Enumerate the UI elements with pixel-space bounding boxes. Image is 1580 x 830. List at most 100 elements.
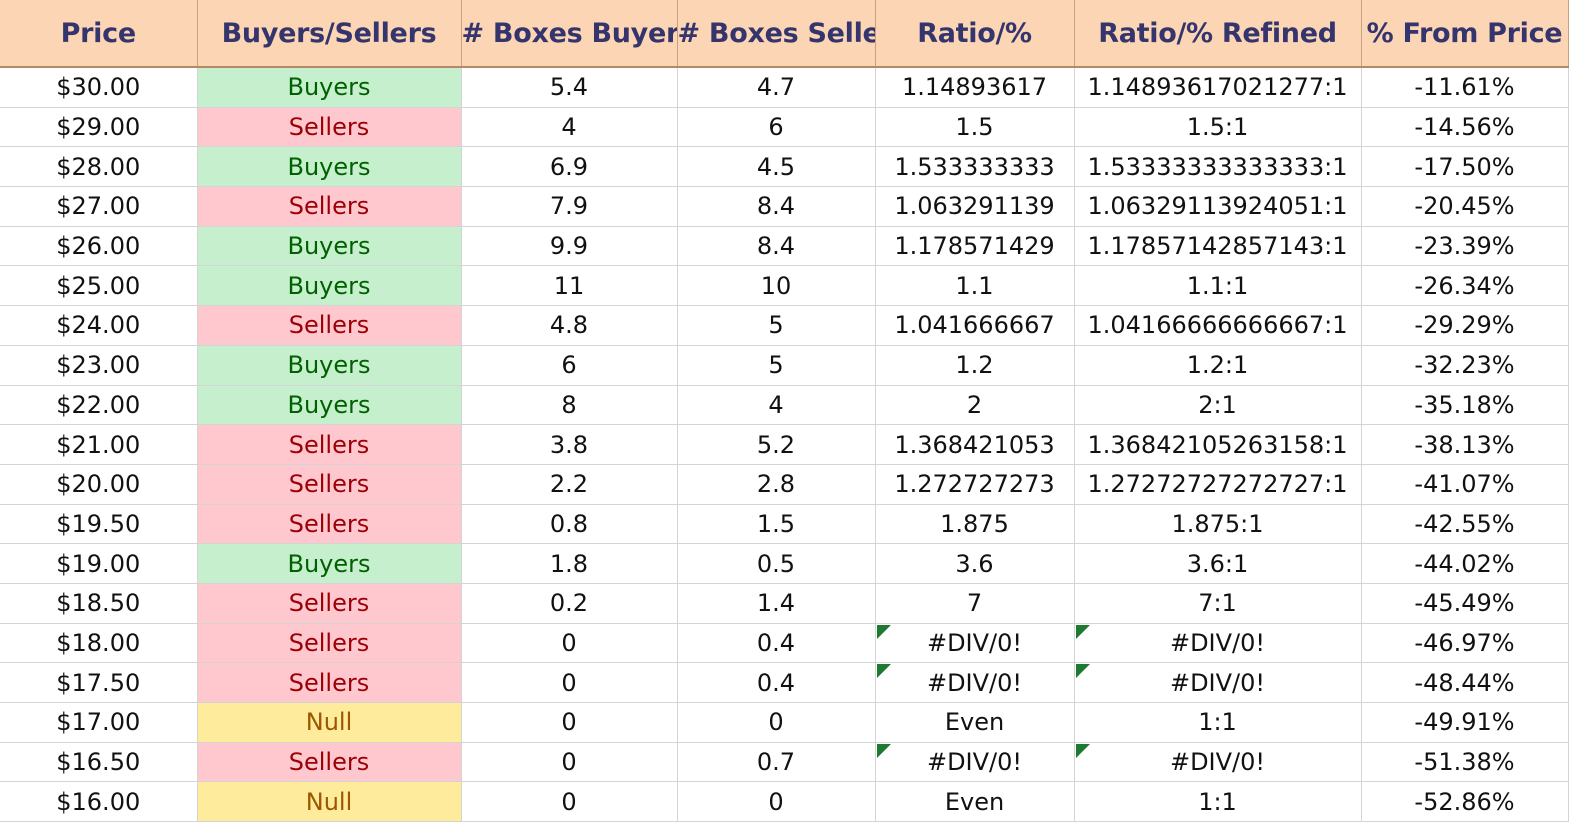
boxes-sellers-cell[interactable]: 4 — [677, 385, 876, 426]
price-cell[interactable]: $19.00 — [0, 543, 198, 584]
ratio-refined-cell[interactable]: 1.1:1 — [1074, 265, 1362, 307]
ratio-refined-cell[interactable]: 7:1 — [1074, 583, 1362, 624]
boxes-buyers-cell[interactable]: 11 — [461, 265, 678, 307]
side-cell[interactable]: Sellers — [197, 742, 462, 783]
ratio-refined-cell[interactable]: 1.04166666666667:1 — [1074, 305, 1362, 346]
from-price-cell[interactable]: -51.38% — [1361, 742, 1569, 783]
from-price-cell[interactable]: -41.07% — [1361, 464, 1569, 505]
boxes-buyers-cell[interactable]: 0 — [461, 702, 678, 743]
ratio-cell[interactable]: 1.14893617 — [875, 67, 1075, 108]
side-cell[interactable]: Null — [197, 702, 462, 743]
side-cell[interactable]: Buyers — [197, 345, 462, 386]
price-cell[interactable]: $18.00 — [0, 623, 198, 664]
price-cell[interactable]: $21.00 — [0, 424, 198, 465]
ratio-cell[interactable]: 1.041666667 — [875, 305, 1075, 346]
from-price-cell[interactable]: -44.02% — [1361, 543, 1569, 584]
ratio-cell[interactable]: 7 — [875, 583, 1075, 624]
side-cell[interactable]: Buyers — [197, 265, 462, 307]
boxes-sellers-cell[interactable]: 8.4 — [677, 226, 876, 267]
price-cell[interactable]: $30.00 — [0, 67, 198, 108]
header-from-price[interactable]: % From Price — [1361, 0, 1569, 68]
ratio-refined-cell[interactable]: 1.53333333333333:1 — [1074, 146, 1362, 188]
ratio-refined-cell[interactable]: 1.27272727272727:1 — [1074, 464, 1362, 505]
side-cell[interactable]: Sellers — [197, 186, 462, 227]
boxes-buyers-cell[interactable]: 5.4 — [461, 67, 678, 108]
ratio-cell[interactable]: 1.533333333 — [875, 146, 1075, 188]
ratio-refined-cell[interactable]: 1.06329113924051:1 — [1074, 186, 1362, 227]
boxes-sellers-cell[interactable]: 0.4 — [677, 662, 876, 703]
from-price-cell[interactable]: -29.29% — [1361, 305, 1569, 346]
ratio-cell[interactable]: 1.272727273 — [875, 464, 1075, 505]
boxes-sellers-cell[interactable]: 5 — [677, 305, 876, 346]
boxes-buyers-cell[interactable]: 6.9 — [461, 146, 678, 188]
from-price-cell[interactable]: -46.97% — [1361, 623, 1569, 664]
ratio-cell[interactable]: 1.1 — [875, 265, 1075, 307]
boxes-buyers-cell[interactable]: 2.2 — [461, 464, 678, 505]
header-price[interactable]: Price — [0, 0, 198, 68]
price-cell[interactable]: $24.00 — [0, 305, 198, 346]
side-cell[interactable]: Sellers — [197, 424, 462, 465]
from-price-cell[interactable]: -17.50% — [1361, 146, 1569, 188]
ratio-refined-cell[interactable]: 1.2:1 — [1074, 345, 1362, 386]
price-cell[interactable]: $19.50 — [0, 504, 198, 545]
boxes-buyers-cell[interactable]: 8 — [461, 385, 678, 426]
boxes-sellers-cell[interactable]: 0.4 — [677, 623, 876, 664]
side-cell[interactable]: Null — [197, 781, 462, 823]
from-price-cell[interactable]: -23.39% — [1361, 226, 1569, 267]
header-boxes-buyers[interactable]: # Boxes Buyers — [461, 0, 678, 68]
price-cell[interactable]: $26.00 — [0, 226, 198, 267]
boxes-buyers-cell[interactable]: 0.8 — [461, 504, 678, 545]
boxes-sellers-cell[interactable]: 0 — [677, 781, 876, 823]
boxes-sellers-cell[interactable]: 4.5 — [677, 146, 876, 188]
boxes-sellers-cell[interactable]: 0.5 — [677, 543, 876, 584]
ratio-refined-cell[interactable]: 2:1 — [1074, 385, 1362, 426]
header-ratio[interactable]: Ratio/% — [875, 0, 1075, 68]
boxes-buyers-cell[interactable]: 0 — [461, 662, 678, 703]
ratio-cell[interactable]: Even — [875, 702, 1075, 743]
ratio-refined-cell[interactable]: 1:1 — [1074, 781, 1362, 823]
ratio-cell[interactable]: 1.368421053 — [875, 424, 1075, 465]
ratio-refined-cell[interactable]: #DIV/0! — [1074, 662, 1362, 703]
header-ratio-refined[interactable]: Ratio/% Refined — [1074, 0, 1362, 68]
ratio-refined-cell[interactable]: 1:1 — [1074, 702, 1362, 743]
ratio-refined-cell[interactable]: #DIV/0! — [1074, 742, 1362, 783]
side-cell[interactable]: Buyers — [197, 226, 462, 267]
ratio-refined-cell[interactable]: 1.17857142857143:1 — [1074, 226, 1362, 267]
side-cell[interactable]: Buyers — [197, 146, 462, 188]
from-price-cell[interactable]: -52.86% — [1361, 781, 1569, 823]
ratio-cell[interactable]: 1.875 — [875, 504, 1075, 545]
ratio-refined-cell[interactable]: 1.875:1 — [1074, 504, 1362, 545]
price-cell[interactable]: $18.50 — [0, 583, 198, 624]
ratio-cell[interactable]: 2 — [875, 385, 1075, 426]
ratio-cell[interactable]: #DIV/0! — [875, 623, 1075, 664]
ratio-refined-cell[interactable]: #DIV/0! — [1074, 623, 1362, 664]
boxes-sellers-cell[interactable]: 6 — [677, 107, 876, 148]
boxes-sellers-cell[interactable]: 0 — [677, 702, 876, 743]
boxes-buyers-cell[interactable]: 0.2 — [461, 583, 678, 624]
boxes-sellers-cell[interactable]: 4.7 — [677, 67, 876, 108]
side-cell[interactable]: Sellers — [197, 504, 462, 545]
side-cell[interactable]: Buyers — [197, 385, 462, 426]
boxes-sellers-cell[interactable]: 1.4 — [677, 583, 876, 624]
from-price-cell[interactable]: -38.13% — [1361, 424, 1569, 465]
ratio-refined-cell[interactable]: 1.14893617021277:1 — [1074, 67, 1362, 108]
boxes-sellers-cell[interactable]: 1.5 — [677, 504, 876, 545]
ratio-cell[interactable]: 3.6 — [875, 543, 1075, 584]
price-cell[interactable]: $16.00 — [0, 781, 198, 823]
ratio-cell[interactable]: Even — [875, 781, 1075, 823]
header-buyers-sellers[interactable]: Buyers/Sellers — [197, 0, 462, 68]
boxes-buyers-cell[interactable]: 0 — [461, 742, 678, 783]
price-cell[interactable]: $17.00 — [0, 702, 198, 743]
from-price-cell[interactable]: -45.49% — [1361, 583, 1569, 624]
side-cell[interactable]: Sellers — [197, 583, 462, 624]
ratio-refined-cell[interactable]: 1.5:1 — [1074, 107, 1362, 148]
boxes-buyers-cell[interactable]: 6 — [461, 345, 678, 386]
from-price-cell[interactable]: -35.18% — [1361, 385, 1569, 426]
boxes-sellers-cell[interactable]: 2.8 — [677, 464, 876, 505]
side-cell[interactable]: Sellers — [197, 662, 462, 703]
ratio-cell[interactable]: 1.063291139 — [875, 186, 1075, 227]
boxes-sellers-cell[interactable]: 10 — [677, 265, 876, 307]
boxes-buyers-cell[interactable]: 3.8 — [461, 424, 678, 465]
price-cell[interactable]: $29.00 — [0, 107, 198, 148]
from-price-cell[interactable]: -11.61% — [1361, 67, 1569, 108]
